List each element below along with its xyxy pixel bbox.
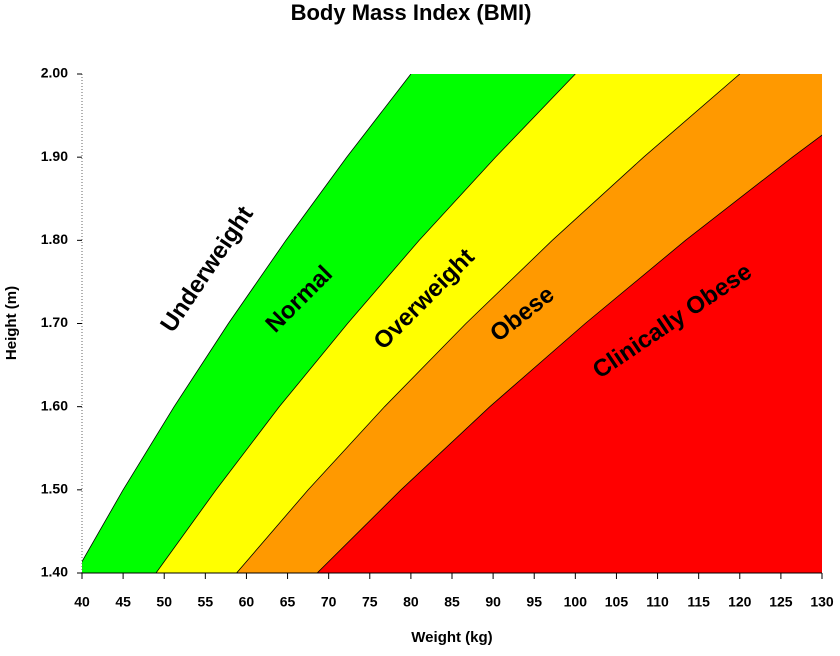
x-tick-label: 50 [156, 594, 172, 610]
y-tick-label: 1.50 [41, 481, 68, 497]
x-tick-label: 75 [362, 594, 378, 610]
y-tick-label: 1.40 [41, 564, 68, 580]
x-tick-label: 85 [444, 594, 460, 610]
x-tick-label: 80 [403, 594, 419, 610]
x-tick-label: 40 [74, 594, 90, 610]
x-tick-label: 90 [485, 594, 501, 610]
y-axis-title: Height (m) [3, 286, 20, 360]
plot-area [82, 74, 822, 573]
x-tick-label: 110 [646, 594, 669, 610]
region [156, 74, 740, 573]
chart-title: Body Mass Index (BMI) [291, 0, 532, 25]
x-tick-label: 65 [280, 594, 296, 610]
x-tick-label: 120 [728, 594, 752, 610]
x-tick-label: 60 [239, 594, 255, 610]
region [317, 135, 822, 573]
x-tick-label: 70 [321, 594, 337, 610]
y-tick-label: 1.70 [41, 314, 68, 330]
boundary-line [316, 134, 822, 573]
x-tick-label: 125 [769, 594, 793, 610]
x-tick-label: 45 [115, 594, 131, 610]
boundary-line [236, 74, 741, 573]
region [236, 74, 822, 573]
x-tick-label: 130 [810, 594, 834, 610]
region [82, 74, 411, 562]
y-tick-label: 1.90 [41, 148, 68, 164]
boundary-line [155, 74, 576, 573]
x-tick-label: 95 [526, 594, 542, 610]
x-tick-label: 105 [605, 594, 629, 610]
boundary-line [82, 74, 412, 563]
y-tick-label: 2.00 [41, 65, 68, 81]
x-tick-label: 55 [198, 594, 214, 610]
region [82, 74, 576, 573]
y-tick-label: 1.80 [41, 231, 68, 247]
x-axis-title: Weight (kg) [411, 629, 492, 646]
x-tick-label: 100 [564, 594, 588, 610]
y-tick-label: 1.60 [41, 397, 68, 413]
x-tick-label: 115 [687, 594, 710, 610]
